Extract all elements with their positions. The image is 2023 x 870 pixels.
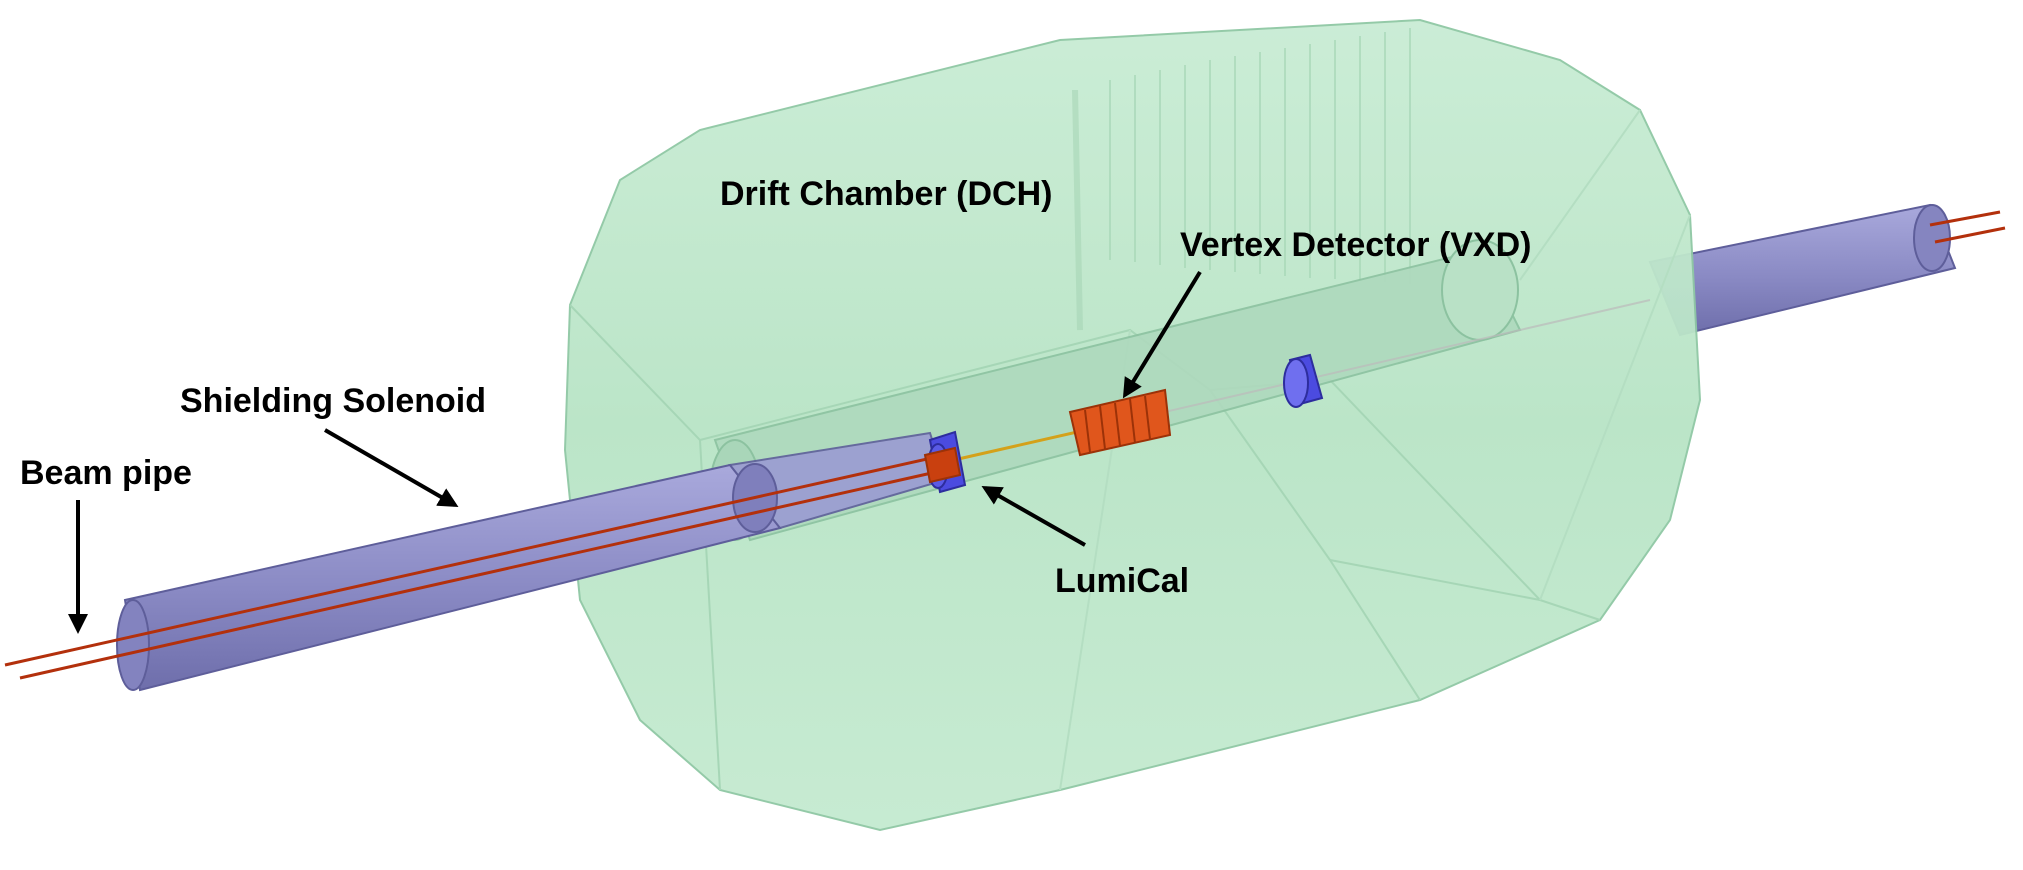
arrow-vxd [1122,270,1202,399]
arrow-lumical [981,486,1086,547]
label-vertex-detector: Vertex Detector (VXD) [1180,226,1531,264]
beam-pipe-right [1648,203,2006,337]
label-lumical: LumiCal [1055,562,1189,600]
label-drift-chamber: Drift Chamber (DCH) [720,175,1052,213]
label-beam-pipe: Beam pipe [20,454,192,492]
arrows [68,270,1202,634]
arrow-solenoid [324,428,459,507]
vertex-detector [923,388,1172,484]
label-shielding-solenoid: Shielding Solenoid [180,382,486,420]
